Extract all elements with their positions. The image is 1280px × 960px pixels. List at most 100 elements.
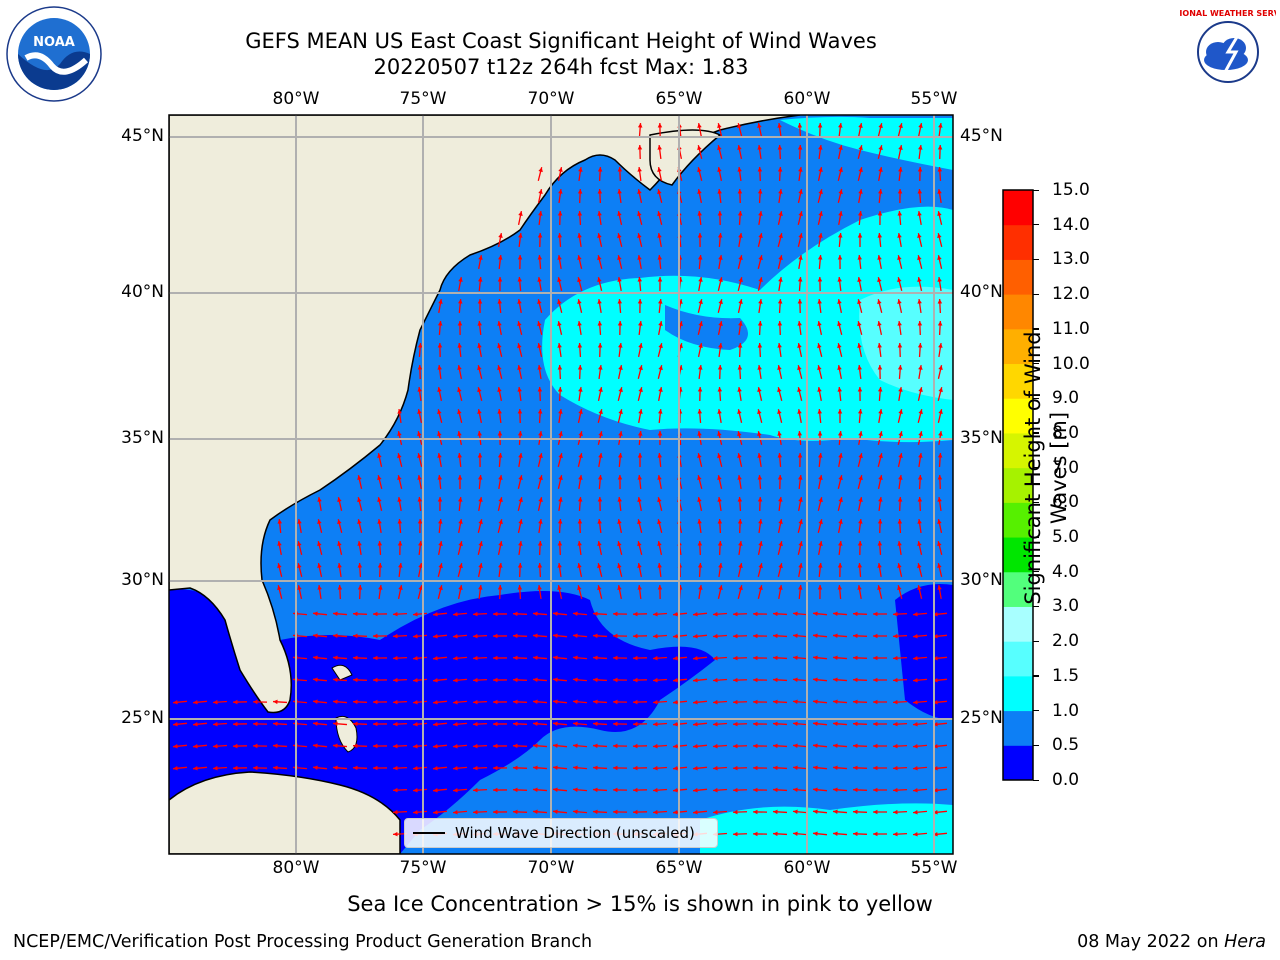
colorbar-segment	[1003, 328, 1033, 365]
colorbar-tick-mark	[1033, 432, 1039, 434]
legend-line-swatch	[413, 832, 445, 834]
map-frame	[168, 114, 954, 855]
lon-label-bottom: 70°W	[527, 858, 575, 878]
colorbar-tick-label: 15.0	[1052, 180, 1090, 200]
chart-subtitle: 20220507 t12z 264h fcst Max: 1.83	[373, 55, 749, 79]
lat-label-left: 45°N	[121, 126, 164, 146]
sea-ice-note: Sea Ice Concentration > 15% is shown in …	[347, 892, 933, 916]
land-nova-scotia	[649, 129, 722, 186]
colorbar-tick-mark	[1033, 605, 1039, 608]
colorbar-segment	[1003, 190, 1033, 226]
ocean-band-0-0.5-gulf	[169, 589, 240, 640]
colorbar-tick-mark	[1033, 363, 1039, 365]
wave-direction-arrows	[172, 122, 948, 837]
colorbar-segment	[1003, 745, 1033, 781]
colorbar-tick-label: 14.0	[1052, 214, 1090, 235]
ocean-band-hole	[665, 305, 748, 350]
date-text: 08 May 2022 on	[1077, 932, 1219, 952]
lon-label-bottom: 60°W	[783, 858, 831, 878]
colorbar-tick-mark	[1033, 189, 1039, 191]
colorbar-tick-mark	[1033, 293, 1039, 295]
lon-label-top: 55°W	[910, 89, 958, 109]
colorbar-segment	[1003, 641, 1033, 677]
lat-label-right: 40°N	[960, 282, 1003, 302]
colorbar-tick-label: 4.0	[1052, 561, 1080, 582]
lat-label-left: 30°N	[121, 570, 164, 590]
nws-logo: NATIONAL WEATHER SERVICE	[1162, 4, 1280, 100]
colorbar-segment	[1003, 432, 1033, 469]
colorbar-segment	[1003, 294, 1033, 330]
lat-label-right: 35°N	[960, 428, 1003, 448]
lon-label-bottom: 75°W	[399, 858, 447, 878]
ocean-band-0-0.5-east	[895, 584, 953, 720]
colorbar-tick-mark	[1033, 258, 1039, 261]
land-bahamas	[335, 715, 358, 753]
colorbar-tick-label: 2.0	[1052, 631, 1080, 652]
colorbar-tick-mark	[1033, 571, 1039, 573]
colorbar-tick-label: 7.0	[1052, 457, 1080, 478]
lon-label-top: 80°W	[272, 89, 320, 109]
colorbar-segment	[1003, 537, 1033, 573]
colorbar-segment	[1003, 224, 1033, 260]
colorbar-tick-mark	[1033, 710, 1039, 712]
colorbar-segment	[1003, 710, 1033, 746]
map-gridlines	[169, 115, 953, 854]
colorbar-segment	[1003, 467, 1033, 503]
lat-label-left: 40°N	[121, 282, 164, 302]
lat-label-right: 30°N	[960, 570, 1003, 590]
colorbar-segment	[1003, 571, 1033, 607]
land-grand-bahama	[331, 664, 353, 681]
lat-label-left: 25°N	[121, 708, 164, 728]
ocean-band-1.5-2.0	[859, 286, 953, 400]
date-stamp: 08 May 2022 on Hera	[1077, 932, 1266, 952]
colorbar-tick-label: 0.0	[1052, 770, 1080, 790]
colorbar-tick-mark	[1033, 224, 1039, 226]
legend-label: Wind Wave Direction (unscaled)	[455, 824, 695, 842]
colorbar-segment	[1003, 363, 1033, 399]
colorbar-tick-label: 5.0	[1052, 527, 1080, 548]
colorbar-tick-label: 1.0	[1052, 700, 1080, 721]
noaa-logo: NOAA	[6, 6, 102, 102]
colorbar-tick-label: 13.0	[1052, 249, 1090, 270]
colorbar-segment	[1003, 502, 1033, 538]
colorbar-segment	[1003, 675, 1033, 712]
lon-label-top: 70°W	[527, 89, 575, 109]
lon-label-bottom: 65°W	[655, 858, 703, 878]
credit-text: NCEP/EMC/Verification Post Processing Pr…	[13, 932, 593, 952]
colorbar	[1002, 189, 1034, 781]
nws-logo-text: NATIONAL WEATHER SERVICE	[1180, 9, 1276, 18]
noaa-logo-text: NOAA	[33, 35, 75, 50]
colorbar-tick-label: 12.0	[1052, 284, 1090, 305]
colorbar-tick-mark	[1033, 675, 1039, 677]
lon-label-bottom: 55°W	[910, 858, 958, 878]
lat-label-right: 25°N	[960, 708, 1003, 728]
colorbar-tick-mark	[1033, 536, 1039, 538]
colorbar-segment	[1003, 398, 1033, 434]
lon-label-top: 65°W	[655, 89, 703, 109]
ocean-band-1.0-1.5-top	[780, 116, 953, 170]
colorbar-tick-mark	[1033, 779, 1039, 781]
colorbar-tick-label: 10.0	[1052, 353, 1090, 374]
colorbar-tick-mark	[1033, 501, 1039, 504]
lon-label-top: 60°W	[783, 89, 831, 109]
lat-label-left: 35°N	[121, 428, 164, 448]
chart-title: GEFS MEAN US East Coast Significant Heig…	[245, 29, 877, 53]
colorbar-tick-mark	[1033, 640, 1039, 642]
colorbar-tick-mark	[1033, 744, 1039, 746]
colorbar-tick-label: 1.5	[1052, 665, 1080, 686]
colorbar-tick-label: 9.0	[1052, 388, 1080, 409]
lon-label-bottom: 80°W	[272, 858, 320, 878]
colorbar-tick-label: 0.5	[1052, 735, 1080, 756]
machine-name: Hera	[1224, 932, 1266, 952]
colorbar-tick-mark	[1033, 467, 1039, 469]
colorbar-tick-label: 11.0	[1052, 318, 1090, 339]
map-legend: Wind Wave Direction (unscaled)	[404, 818, 718, 848]
colorbar-segment	[1003, 259, 1033, 295]
colorbar-tick-label: 6.0	[1052, 492, 1080, 513]
colorbar-tick-mark	[1033, 397, 1039, 399]
colorbar-tick-mark	[1033, 328, 1039, 330]
colorbar-segment	[1003, 606, 1033, 642]
lon-label-top: 75°W	[399, 89, 447, 109]
lat-label-right: 45°N	[960, 126, 1003, 146]
